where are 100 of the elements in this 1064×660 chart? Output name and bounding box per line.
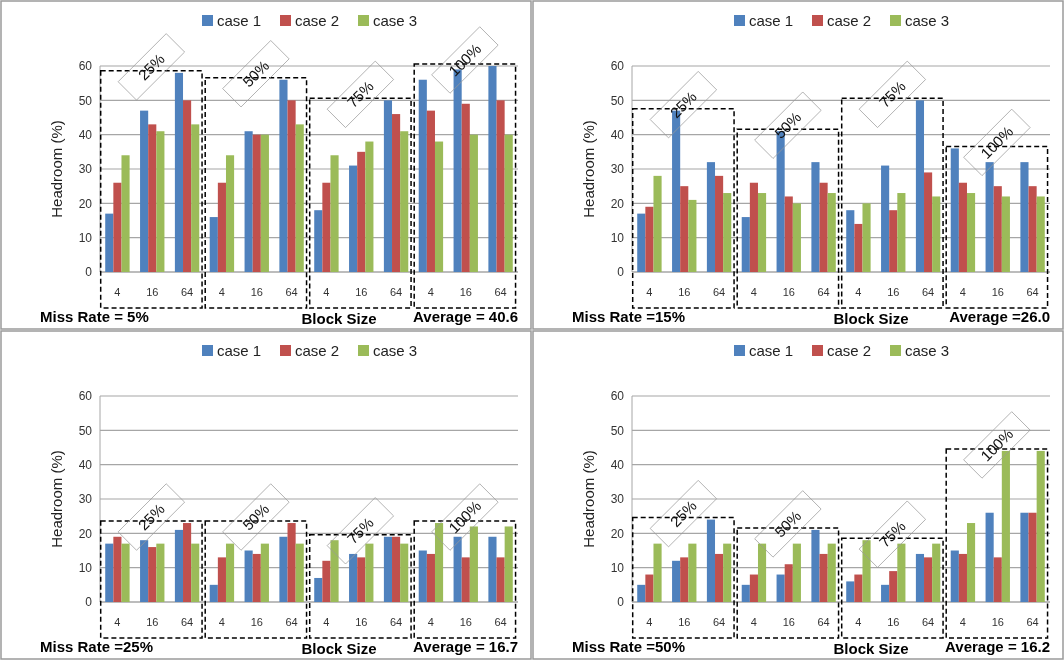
- bar: [854, 223, 863, 272]
- x-tick-label: 4: [646, 616, 653, 628]
- bar: [846, 210, 855, 272]
- bar: [653, 175, 662, 272]
- bar: [637, 584, 646, 602]
- bar: [1036, 450, 1045, 602]
- x-tick-label: 16: [887, 286, 900, 298]
- bar: [330, 155, 339, 272]
- bar: [140, 110, 149, 272]
- x-tick-label: 4: [323, 616, 330, 628]
- bar: [287, 100, 296, 272]
- x-tick-label: 64: [180, 616, 194, 628]
- y-tick-label: 0: [85, 265, 93, 280]
- x-tick-label: 64: [180, 286, 194, 298]
- bar: [985, 512, 994, 602]
- bar: [672, 560, 681, 602]
- bar: [113, 182, 122, 272]
- x-tick-label: 16: [459, 616, 472, 628]
- bar: [287, 523, 296, 602]
- x-tick-label: 4: [959, 616, 966, 628]
- bar: [932, 543, 941, 602]
- bar: [314, 577, 323, 602]
- bar: [279, 536, 288, 602]
- bar: [453, 536, 462, 602]
- bar: [1020, 162, 1029, 272]
- bar: [225, 543, 235, 602]
- y-tick-label: 60: [78, 59, 93, 74]
- bar: [434, 141, 444, 272]
- y-tick-label: 0: [85, 595, 93, 610]
- legend-label: case 2: [295, 342, 340, 360]
- bar: [637, 213, 646, 272]
- bar: [148, 547, 157, 602]
- x-tick-label: 64: [494, 616, 507, 628]
- x-tick-label: 4: [323, 286, 330, 298]
- x-tick-label: 64: [285, 286, 298, 298]
- bar: [496, 100, 505, 272]
- bar: [140, 540, 149, 602]
- bar: [426, 110, 435, 272]
- bar: [357, 151, 366, 272]
- y-tick-label: 50: [610, 93, 625, 108]
- bar: [174, 529, 184, 602]
- bar: [1001, 196, 1010, 272]
- bar: [113, 536, 122, 602]
- x-tick-label: 4: [750, 616, 757, 628]
- bar: [121, 543, 130, 602]
- x-tick-label: 64: [494, 286, 507, 298]
- bar: [854, 574, 863, 602]
- bar: [645, 206, 654, 272]
- x-tick-label: 16: [887, 616, 900, 628]
- y-tick-label: 0: [617, 595, 625, 610]
- bar: [252, 553, 261, 602]
- bar: [741, 584, 750, 602]
- y-axis-title: Headroom (%): [580, 450, 597, 548]
- bar: [846, 581, 855, 602]
- x-tick-label: 16: [991, 286, 1004, 298]
- bar: [819, 182, 828, 272]
- bar: [349, 553, 358, 602]
- legend-label: case 2: [827, 12, 872, 30]
- bar: [156, 543, 165, 602]
- bar: [811, 162, 820, 272]
- bar: [322, 560, 331, 602]
- y-tick-label: 20: [610, 196, 625, 211]
- y-axis-title: Headroom (%): [48, 450, 65, 548]
- x-tick-label: 16: [250, 616, 263, 628]
- bar: [653, 543, 662, 602]
- bar: [148, 124, 157, 272]
- bar: [349, 165, 358, 272]
- text: Average = 40.6: [413, 308, 518, 325]
- bar: [723, 543, 732, 602]
- y-tick-label: 30: [78, 162, 93, 177]
- bar: [915, 553, 925, 602]
- bar: [881, 165, 890, 272]
- bar: [418, 79, 427, 272]
- bar: [400, 543, 409, 602]
- bar: [776, 574, 785, 602]
- y-tick-label: 0: [617, 265, 625, 280]
- text: Miss Rate = 5%: [40, 308, 149, 325]
- y-tick-label: 30: [78, 492, 93, 507]
- bar: [889, 571, 898, 602]
- bar: [715, 553, 724, 602]
- y-tick-label: 30: [610, 492, 625, 507]
- bar: [330, 540, 339, 602]
- bar: [314, 210, 323, 272]
- bar: [985, 162, 994, 272]
- text: Miss Rate =25%: [40, 638, 153, 655]
- bar: [469, 134, 478, 272]
- bar: [461, 557, 470, 602]
- text: Average = 16.2: [945, 638, 1050, 655]
- bar: [819, 553, 828, 602]
- bar: [244, 550, 253, 602]
- x-tick-label: 16: [355, 286, 368, 298]
- annotation: 75%: [875, 77, 909, 111]
- x-tick-label: 4: [427, 616, 434, 628]
- bar: [966, 523, 976, 602]
- x-tick-label: 64: [389, 286, 403, 298]
- bar: [862, 540, 871, 602]
- bar: [757, 543, 767, 602]
- bar: [915, 100, 925, 272]
- bar: [993, 186, 1002, 272]
- bar: [183, 523, 192, 602]
